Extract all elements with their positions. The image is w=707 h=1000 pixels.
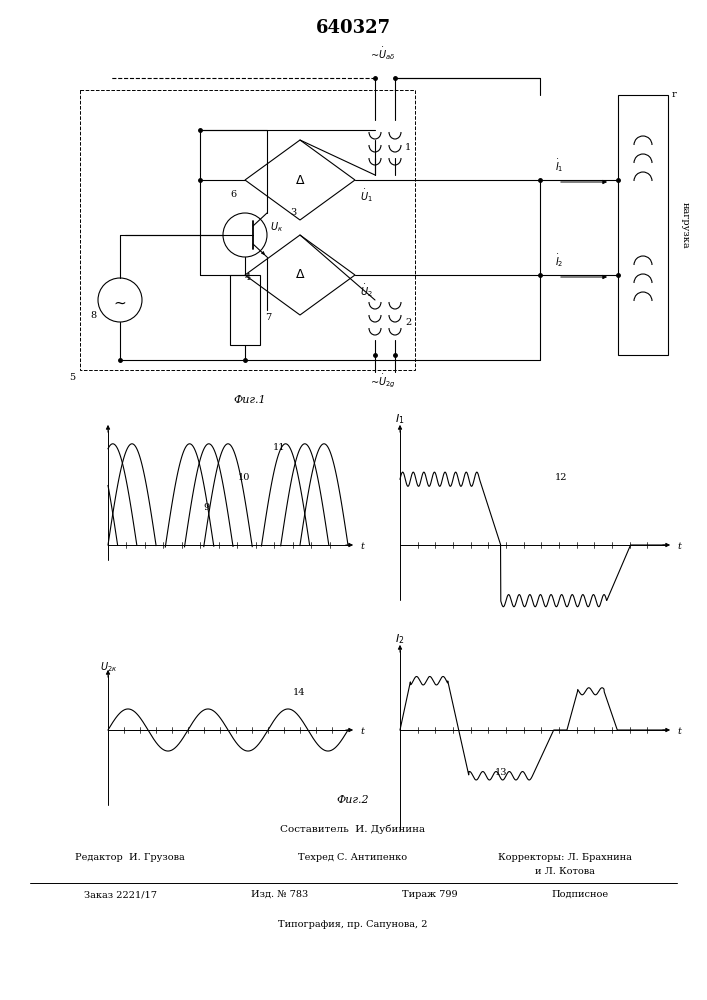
- Text: Заказ 2221/17: Заказ 2221/17: [83, 890, 156, 899]
- Text: 3: 3: [290, 208, 296, 217]
- Text: $\Delta$: $\Delta$: [295, 174, 305, 186]
- Text: и Л. Котова: и Л. Котова: [535, 867, 595, 876]
- Text: Составитель  И. Дубинина: Составитель И. Дубинина: [281, 825, 426, 834]
- Text: 10: 10: [238, 473, 250, 482]
- Text: ~$\dot{U}_{a\delta}$: ~$\dot{U}_{a\delta}$: [370, 45, 396, 62]
- Text: 640327: 640327: [315, 19, 390, 37]
- Text: 13: 13: [495, 768, 508, 777]
- Text: 11: 11: [273, 443, 286, 452]
- Text: $I_2$: $I_2$: [395, 632, 404, 646]
- Text: 1: 1: [405, 143, 411, 152]
- Text: 4: 4: [245, 273, 251, 282]
- Text: t: t: [677, 727, 681, 736]
- Text: Техред С. Антипенко: Техред С. Антипенко: [298, 853, 407, 862]
- Text: 6: 6: [230, 190, 236, 199]
- Text: Фиг.1: Фиг.1: [234, 395, 267, 405]
- Text: 14: 14: [293, 688, 305, 697]
- Text: 7: 7: [265, 313, 271, 322]
- Text: t: t: [360, 727, 364, 736]
- Text: нагрузка: нагрузка: [681, 202, 689, 248]
- Text: r: r: [672, 90, 677, 99]
- Text: 8: 8: [90, 311, 96, 320]
- Text: Подписное: Подписное: [551, 890, 609, 899]
- Text: t: t: [360, 542, 364, 551]
- Bar: [80, 90, 415, 370]
- Text: $\dot{I}_1$: $\dot{I}_1$: [555, 157, 563, 174]
- Text: $I_1$: $I_1$: [395, 412, 404, 426]
- Text: $U_к$: $U_к$: [270, 220, 284, 234]
- Text: $\dot{I}_2$: $\dot{I}_2$: [555, 252, 563, 269]
- Text: Редактор  И. Грузова: Редактор И. Грузова: [75, 853, 185, 862]
- Text: $\dot{U}_1$: $\dot{U}_1$: [360, 187, 373, 204]
- Text: Изд. № 783: Изд. № 783: [252, 890, 309, 899]
- Text: $U_{2к}$: $U_{2к}$: [100, 660, 117, 674]
- Text: Корректоры: Л. Брахнина: Корректоры: Л. Брахнина: [498, 853, 632, 862]
- Text: t: t: [677, 542, 681, 551]
- Text: 12: 12: [555, 473, 568, 482]
- Text: 2: 2: [405, 318, 411, 327]
- Bar: [230, 275, 260, 345]
- Text: ~: ~: [114, 296, 127, 310]
- Text: ~$\dot{U}_{2g}$: ~$\dot{U}_{2g}$: [370, 372, 396, 390]
- Text: 5: 5: [69, 373, 75, 382]
- Bar: [618, 95, 668, 355]
- Text: Фиг.2: Фиг.2: [337, 795, 369, 805]
- Text: $\Delta$: $\Delta$: [295, 268, 305, 282]
- Text: Типография, пр. Сапунова, 2: Типография, пр. Сапунова, 2: [279, 920, 428, 929]
- Text: Тираж 799: Тираж 799: [402, 890, 458, 899]
- Text: 9: 9: [203, 503, 209, 512]
- Text: $\dot{U}_2$: $\dot{U}_2$: [360, 282, 373, 299]
